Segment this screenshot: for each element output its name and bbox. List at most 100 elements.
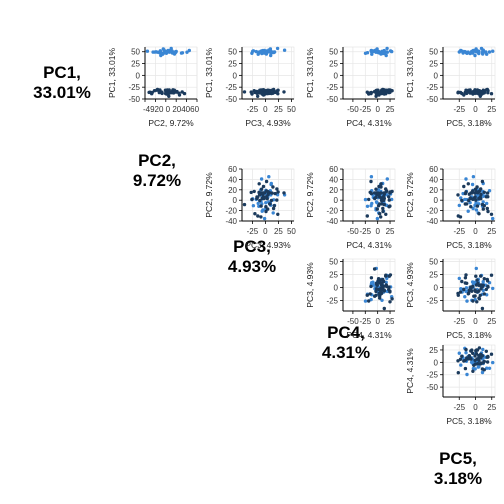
data-point <box>365 293 369 297</box>
data-point <box>457 203 461 208</box>
y-tick-label: -25 <box>225 83 237 92</box>
data-point <box>381 91 386 95</box>
data-point <box>256 201 260 206</box>
y-tick-label: 60 <box>228 165 237 174</box>
data-point <box>384 274 388 278</box>
y-axis-title: PC3, 4.93% <box>305 262 315 308</box>
data-point <box>249 190 253 195</box>
y-tick-label: 40 <box>429 175 438 184</box>
data-point <box>365 214 369 218</box>
y-axis-title: PC2, 9.72% <box>305 172 315 218</box>
data-point <box>457 276 461 281</box>
data-point <box>157 90 161 95</box>
data-point <box>363 197 368 202</box>
data-point <box>270 88 274 92</box>
data-point <box>256 94 260 99</box>
y-axis-title: PC3, 4.93% <box>405 262 415 308</box>
data-point <box>365 204 370 208</box>
data-point <box>381 284 386 288</box>
data-point <box>261 50 265 54</box>
y-tick-label: -50 <box>426 95 438 104</box>
diag-label-pc4: PC4, 4.31% <box>322 323 370 362</box>
data-point <box>374 200 379 204</box>
x-tick-label: 50 <box>287 227 296 236</box>
data-point <box>275 187 279 191</box>
data-point <box>152 89 157 93</box>
data-point <box>486 195 490 199</box>
data-point <box>379 185 383 189</box>
data-point <box>477 189 482 194</box>
data-point <box>147 90 151 95</box>
data-point <box>471 206 475 211</box>
data-point <box>242 90 247 94</box>
data-point <box>471 351 475 355</box>
y-tick-label: 0 <box>434 196 439 205</box>
data-point <box>489 352 494 356</box>
data-point <box>464 273 468 277</box>
data-point <box>460 198 464 203</box>
data-point <box>269 91 274 96</box>
y-tick-label: -25 <box>426 297 438 306</box>
y-tick-label: -50 <box>225 95 237 104</box>
data-point <box>282 191 286 195</box>
data-point <box>258 198 262 203</box>
panel-pc3-vs-pc1: -50 -25 0 25 50 -25 0 25 50 PC3, 4.93% PC1, 33.01% <box>204 46 296 128</box>
data-point <box>481 347 485 352</box>
data-point <box>481 51 485 55</box>
data-point <box>457 351 461 355</box>
data-point <box>271 185 275 189</box>
x-tick-label: 25 <box>386 105 395 114</box>
x-tick-label: 0 <box>375 105 380 114</box>
data-point <box>491 360 495 365</box>
x-tick-label: 25 <box>487 403 496 412</box>
data-point <box>472 363 476 367</box>
data-point <box>481 200 485 204</box>
data-point <box>261 184 266 189</box>
y-tick-label: -25 <box>426 371 438 380</box>
y-tick-label: 0 <box>334 71 339 80</box>
data-point <box>162 48 166 52</box>
data-point <box>387 205 391 209</box>
x-axis-title: PC3, 4.93% <box>245 240 291 250</box>
data-point <box>252 189 256 194</box>
x-tick-label: -25 <box>247 105 259 114</box>
y-tick-label: 40 <box>228 175 237 184</box>
y-tick-label: -25 <box>326 297 338 306</box>
data-point <box>374 50 378 54</box>
x-axis-title: PC5, 3.18% <box>446 118 492 128</box>
data-point <box>371 280 375 284</box>
data-point <box>474 266 478 271</box>
data-point <box>385 46 389 51</box>
data-point <box>479 274 483 278</box>
data-point <box>487 366 492 370</box>
data-point <box>259 177 264 181</box>
data-point <box>169 46 173 51</box>
y-axis-title: PC2, 9.72% <box>405 172 415 218</box>
x-axis-title: PC4, 4.31% <box>346 330 392 340</box>
data-point <box>268 202 272 206</box>
data-point <box>482 190 486 194</box>
data-point <box>463 49 467 54</box>
y-tick-label: 25 <box>131 60 140 69</box>
data-point <box>464 347 468 352</box>
data-point <box>491 216 495 221</box>
data-point <box>250 197 254 202</box>
data-point <box>267 175 271 179</box>
data-point <box>273 191 277 196</box>
data-point <box>477 346 482 350</box>
data-point <box>363 299 368 303</box>
data-point <box>467 291 471 295</box>
data-point <box>473 53 477 58</box>
y-axis-title: PC4, 4.31% <box>405 348 415 394</box>
x-axis-title: PC4, 4.31% <box>346 240 392 250</box>
data-point <box>264 201 268 205</box>
data-point <box>484 88 488 92</box>
data-point <box>382 279 386 284</box>
data-point <box>256 214 260 218</box>
data-point <box>489 273 494 277</box>
data-point <box>473 367 477 371</box>
data-point <box>480 90 485 94</box>
data-point <box>387 195 391 199</box>
x-tick-label: 25 <box>487 105 496 114</box>
